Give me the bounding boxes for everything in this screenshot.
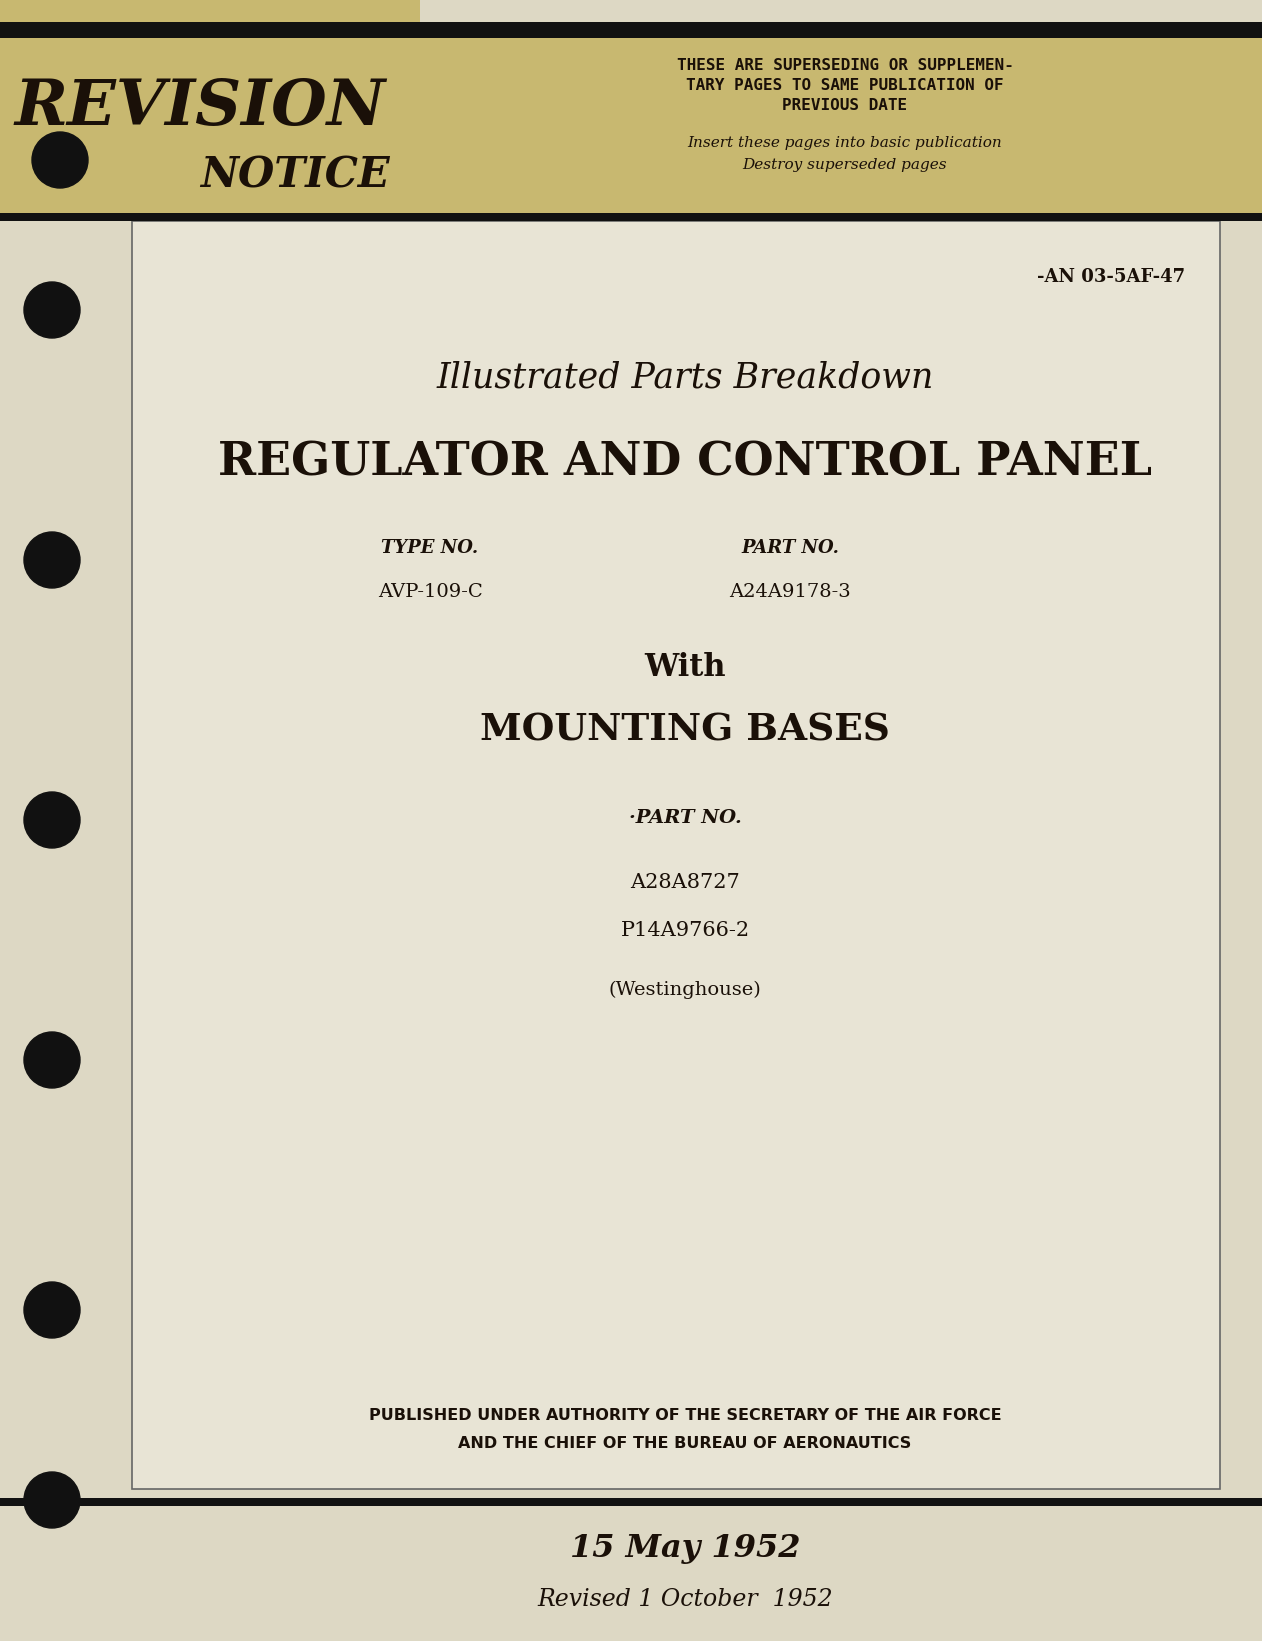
Text: PART NO.: PART NO.	[741, 538, 839, 556]
Text: -AN 03-5AF-47: -AN 03-5AF-47	[1037, 267, 1185, 286]
Text: A28A8727: A28A8727	[630, 873, 740, 891]
Text: 15 May 1952: 15 May 1952	[569, 1533, 800, 1564]
Circle shape	[24, 532, 80, 587]
Text: REVISION: REVISION	[14, 77, 386, 139]
Text: (Westinghouse): (Westinghouse)	[608, 981, 761, 999]
Text: AND THE CHIEF OF THE BUREAU OF AERONAUTICS: AND THE CHIEF OF THE BUREAU OF AERONAUTI…	[458, 1436, 911, 1451]
Text: TYPE NO.: TYPE NO.	[381, 538, 478, 556]
Bar	[420, 21, 1262, 38]
Text: AVP-109-C: AVP-109-C	[377, 583, 482, 601]
Bar	[0, 21, 1262, 38]
Text: PUBLISHED UNDER AUTHORITY OF THE SECRETARY OF THE AIR FORCE: PUBLISHED UNDER AUTHORITY OF THE SECRETA…	[369, 1408, 1001, 1423]
Text: THESE ARE SUPERSEDING OR SUPPLEMEN-: THESE ARE SUPERSEDING OR SUPPLEMEN-	[676, 57, 1013, 72]
Bar	[0, 0, 420, 215]
Bar	[0, 1498, 1262, 1506]
Text: REGULATOR AND CONTROL PANEL: REGULATOR AND CONTROL PANEL	[218, 440, 1152, 486]
Bar	[133, 222, 1220, 1488]
Circle shape	[24, 1282, 80, 1337]
Text: Illustrated Parts Breakdown: Illustrated Parts Breakdown	[437, 361, 934, 395]
Text: A24A9178-3: A24A9178-3	[729, 583, 851, 601]
Text: P14A9766-2: P14A9766-2	[621, 921, 750, 940]
Text: ·PART NO.: ·PART NO.	[628, 809, 741, 827]
Bar	[0, 213, 1262, 222]
Circle shape	[32, 131, 88, 189]
Text: TARY PAGES TO SAME PUBLICATION OF: TARY PAGES TO SAME PUBLICATION OF	[687, 77, 1003, 92]
Text: PREVIOUS DATE: PREVIOUS DATE	[782, 97, 907, 113]
Bar	[420, 38, 1262, 215]
Circle shape	[24, 793, 80, 848]
Text: Insert these pages into basic publication: Insert these pages into basic publicatio…	[688, 136, 1002, 149]
Circle shape	[24, 282, 80, 338]
Circle shape	[24, 1472, 80, 1528]
Text: MOUNTING BASES: MOUNTING BASES	[480, 712, 890, 748]
Text: Revised 1 October  1952: Revised 1 October 1952	[538, 1588, 833, 1611]
Text: Destroy superseded pages: Destroy superseded pages	[743, 158, 948, 172]
Text: With: With	[644, 653, 726, 684]
Circle shape	[24, 1032, 80, 1088]
Text: NOTICE: NOTICE	[201, 154, 390, 195]
